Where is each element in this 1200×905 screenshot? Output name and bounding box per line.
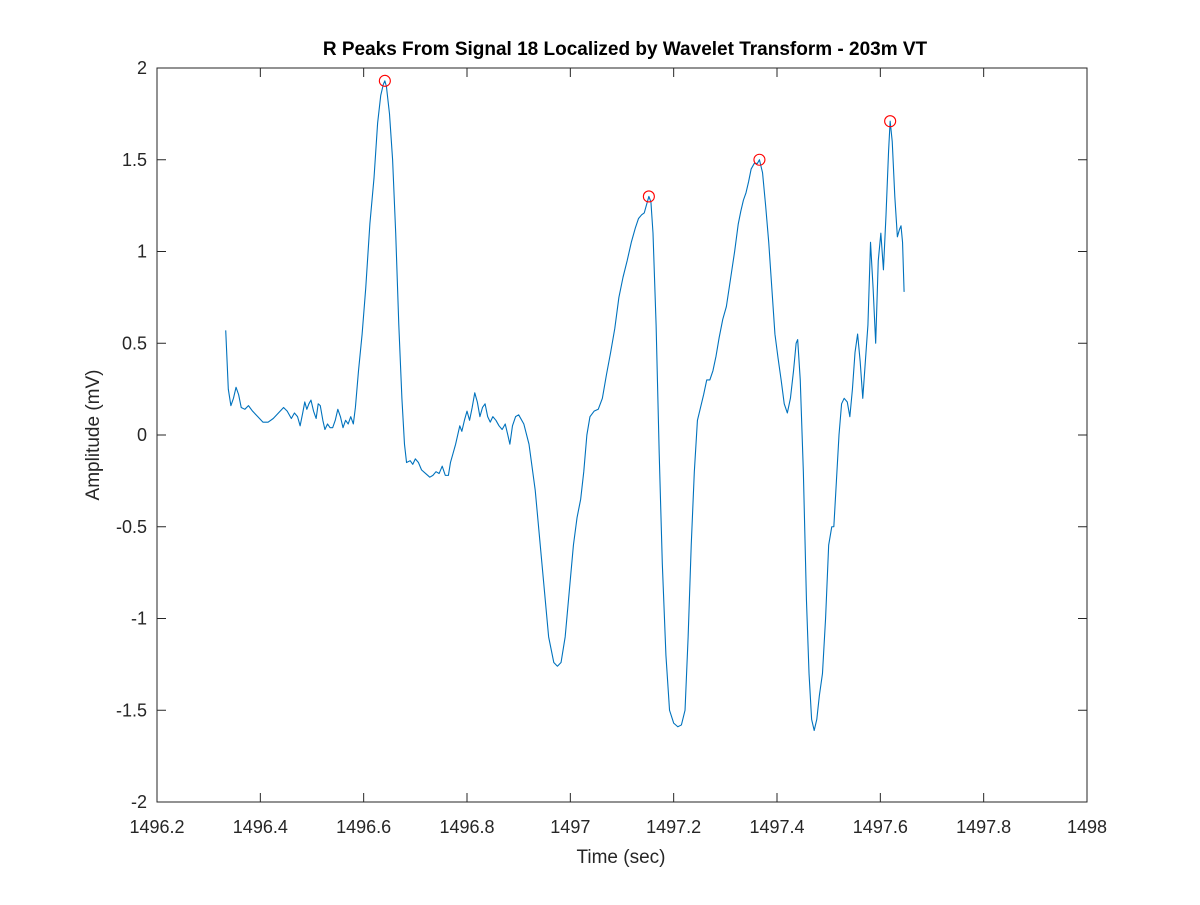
x-tick-label: 1497.4	[749, 817, 804, 837]
plot-area	[225, 74, 905, 731]
x-tick-label: 1496.4	[233, 817, 288, 837]
axes: 1496.2 1496.4 1496.6 1496.8 1497 1497.2 1497.4…	[116, 58, 1107, 837]
y-tick-label: 2	[137, 58, 147, 78]
x-tick-label: 1496.6	[336, 817, 391, 837]
y-tick-label: 1	[137, 242, 147, 262]
r-peak-marker	[753, 153, 766, 166]
x-tick-label: 1497.6	[853, 817, 908, 837]
x-tick-label: 1497	[550, 817, 590, 837]
x-tick-label: 1496.8	[439, 817, 494, 837]
r-peak-marker	[884, 115, 897, 128]
x-axis-label: Time (sec)	[576, 847, 665, 868]
r-peak-marker	[642, 190, 655, 203]
y-tick-label: -1	[131, 609, 147, 629]
x-tick-label: 1497.8	[956, 817, 1011, 837]
y-tick-label: -1.5	[116, 700, 147, 720]
y-tick-label: -2	[131, 792, 147, 812]
y-tick-label: 0	[137, 425, 147, 445]
chart-title: R Peaks From Signal 18 Localized by Wave…	[323, 39, 928, 60]
x-tick-label: 1496.2	[129, 817, 184, 837]
r-peak-marker	[378, 74, 391, 87]
x-tick-label: 1497.2	[646, 817, 701, 837]
x-tick-label: 1498	[1067, 817, 1107, 837]
y-tick-label: 0.5	[122, 333, 147, 353]
y-tick-label: -0.5	[116, 517, 147, 537]
signal-line	[225, 80, 905, 731]
y-tick-label: 1.5	[122, 150, 147, 170]
y-axis-label: Amplitude (mV)	[83, 370, 104, 501]
